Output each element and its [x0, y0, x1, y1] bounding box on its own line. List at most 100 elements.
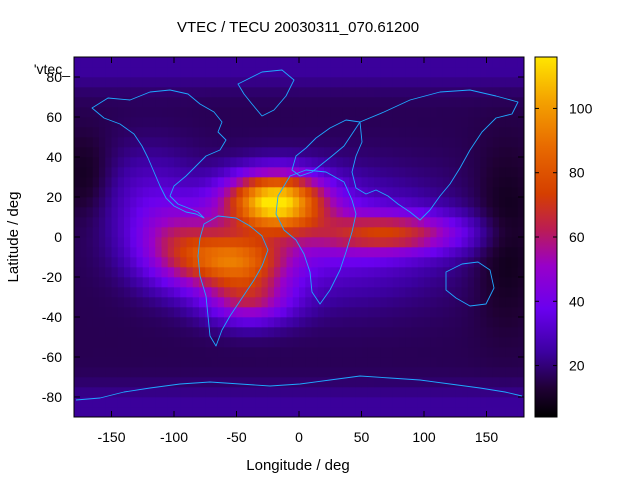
heatmap-cell: [236, 107, 244, 118]
heatmap-cell: [486, 187, 494, 198]
heatmap-cell: [149, 237, 156, 248]
heatmap-cell: [74, 147, 81, 158]
heatmap-cell: [449, 77, 456, 88]
heatmap-cell: [124, 337, 131, 348]
heatmap-cell: [142, 207, 150, 218]
heatmap-cell: [386, 127, 394, 138]
heatmap-cell: [242, 267, 250, 278]
heatmap-cell: [374, 237, 381, 248]
heatmap-cell: [480, 57, 487, 68]
heatmap-cell: [105, 347, 112, 358]
heatmap-cell: [155, 117, 162, 128]
heatmap-cell: [480, 127, 487, 138]
heatmap-cell: [480, 367, 487, 378]
heatmap-cell: [111, 107, 119, 118]
heatmap-cell: [505, 147, 512, 158]
heatmap-cell: [92, 297, 100, 308]
heatmap-cell: [499, 307, 506, 318]
heatmap-cell: [205, 167, 212, 178]
heatmap-cell: [430, 97, 437, 108]
heatmap-cell: [392, 147, 400, 158]
heatmap-cell: [336, 147, 344, 158]
heatmap-cell: [155, 217, 162, 228]
heatmap-cell: [167, 147, 175, 158]
heatmap-cell: [111, 347, 119, 358]
heatmap-cell: [305, 257, 312, 268]
heatmap-cell: [486, 307, 494, 318]
heatmap-cell: [417, 67, 425, 78]
heatmap-cell: [136, 107, 144, 118]
heatmap-cell: [474, 277, 481, 288]
heatmap-cell: [111, 377, 119, 388]
heatmap-cell: [149, 397, 156, 408]
heatmap-cell: [230, 357, 237, 368]
heatmap-cell: [361, 107, 369, 118]
heatmap-cell: [199, 327, 206, 338]
heatmap-cell: [105, 167, 112, 178]
heatmap-cell: [199, 407, 206, 417]
heatmap-cell: [461, 327, 469, 338]
heatmap-cell: [442, 287, 450, 298]
heatmap-cell: [355, 397, 362, 408]
heatmap-cell: [486, 247, 494, 258]
heatmap-cell: [142, 347, 150, 358]
heatmap-cell: [336, 257, 344, 268]
heatmap-cell: [324, 377, 331, 388]
heatmap-cell: [74, 267, 81, 278]
heatmap-cell: [405, 197, 412, 208]
heatmap-cell: [349, 287, 356, 298]
heatmap-cell: [336, 97, 344, 108]
heatmap-cell: [411, 167, 419, 178]
heatmap-cell: [167, 67, 175, 78]
heatmap-cell: [255, 247, 262, 258]
heatmap-cell: [474, 207, 481, 218]
heatmap-cell: [355, 277, 362, 288]
heatmap-cell: [330, 287, 337, 298]
heatmap-cell: [330, 157, 337, 168]
heatmap-cell: [480, 227, 487, 238]
heatmap-cell: [317, 137, 325, 148]
heatmap-cell: [217, 337, 225, 348]
heatmap-cell: [299, 337, 306, 348]
heatmap-cell: [292, 277, 300, 288]
heatmap-cell: [324, 187, 331, 198]
heatmap-cell: [155, 197, 162, 208]
heatmap-cell: [380, 147, 387, 158]
heatmap-cell: [505, 377, 512, 388]
heatmap-cell: [142, 127, 150, 138]
heatmap-cell: [355, 157, 362, 168]
heatmap-cell: [136, 327, 144, 338]
heatmap-cell: [74, 57, 81, 68]
heatmap-cell: [230, 367, 237, 378]
heatmap-cell: [367, 357, 375, 368]
heatmap-cell: [299, 177, 306, 188]
heatmap-cell: [80, 327, 87, 338]
heatmap-cell: [480, 267, 487, 278]
heatmap-cell: [424, 187, 431, 198]
heatmap-cell: [305, 267, 312, 278]
heatmap-cell: [399, 387, 406, 398]
heatmap-cell: [399, 127, 406, 138]
heatmap-cell: [86, 367, 94, 378]
heatmap-cell: [442, 127, 450, 138]
heatmap-cell: [455, 327, 462, 338]
heatmap-cell: [361, 127, 369, 138]
heatmap-cell: [317, 117, 325, 128]
heatmap-cell: [174, 227, 181, 238]
heatmap-cell: [211, 407, 219, 417]
heatmap-cell: [199, 157, 206, 168]
heatmap-cell: [374, 327, 381, 338]
heatmap-cell: [249, 197, 256, 208]
heatmap-cell: [299, 307, 306, 318]
heatmap-cell: [80, 267, 87, 278]
heatmap-cell: [349, 57, 356, 68]
heatmap-cell: [292, 367, 300, 378]
heatmap-cell: [267, 107, 275, 118]
heatmap-cell: [511, 197, 519, 208]
heatmap-cell: [324, 137, 331, 148]
heatmap-cell: [505, 237, 512, 248]
heatmap-cell: [255, 67, 262, 78]
heatmap-cell: [324, 257, 331, 268]
heatmap-cell: [374, 127, 381, 138]
heatmap-cell: [211, 297, 219, 308]
